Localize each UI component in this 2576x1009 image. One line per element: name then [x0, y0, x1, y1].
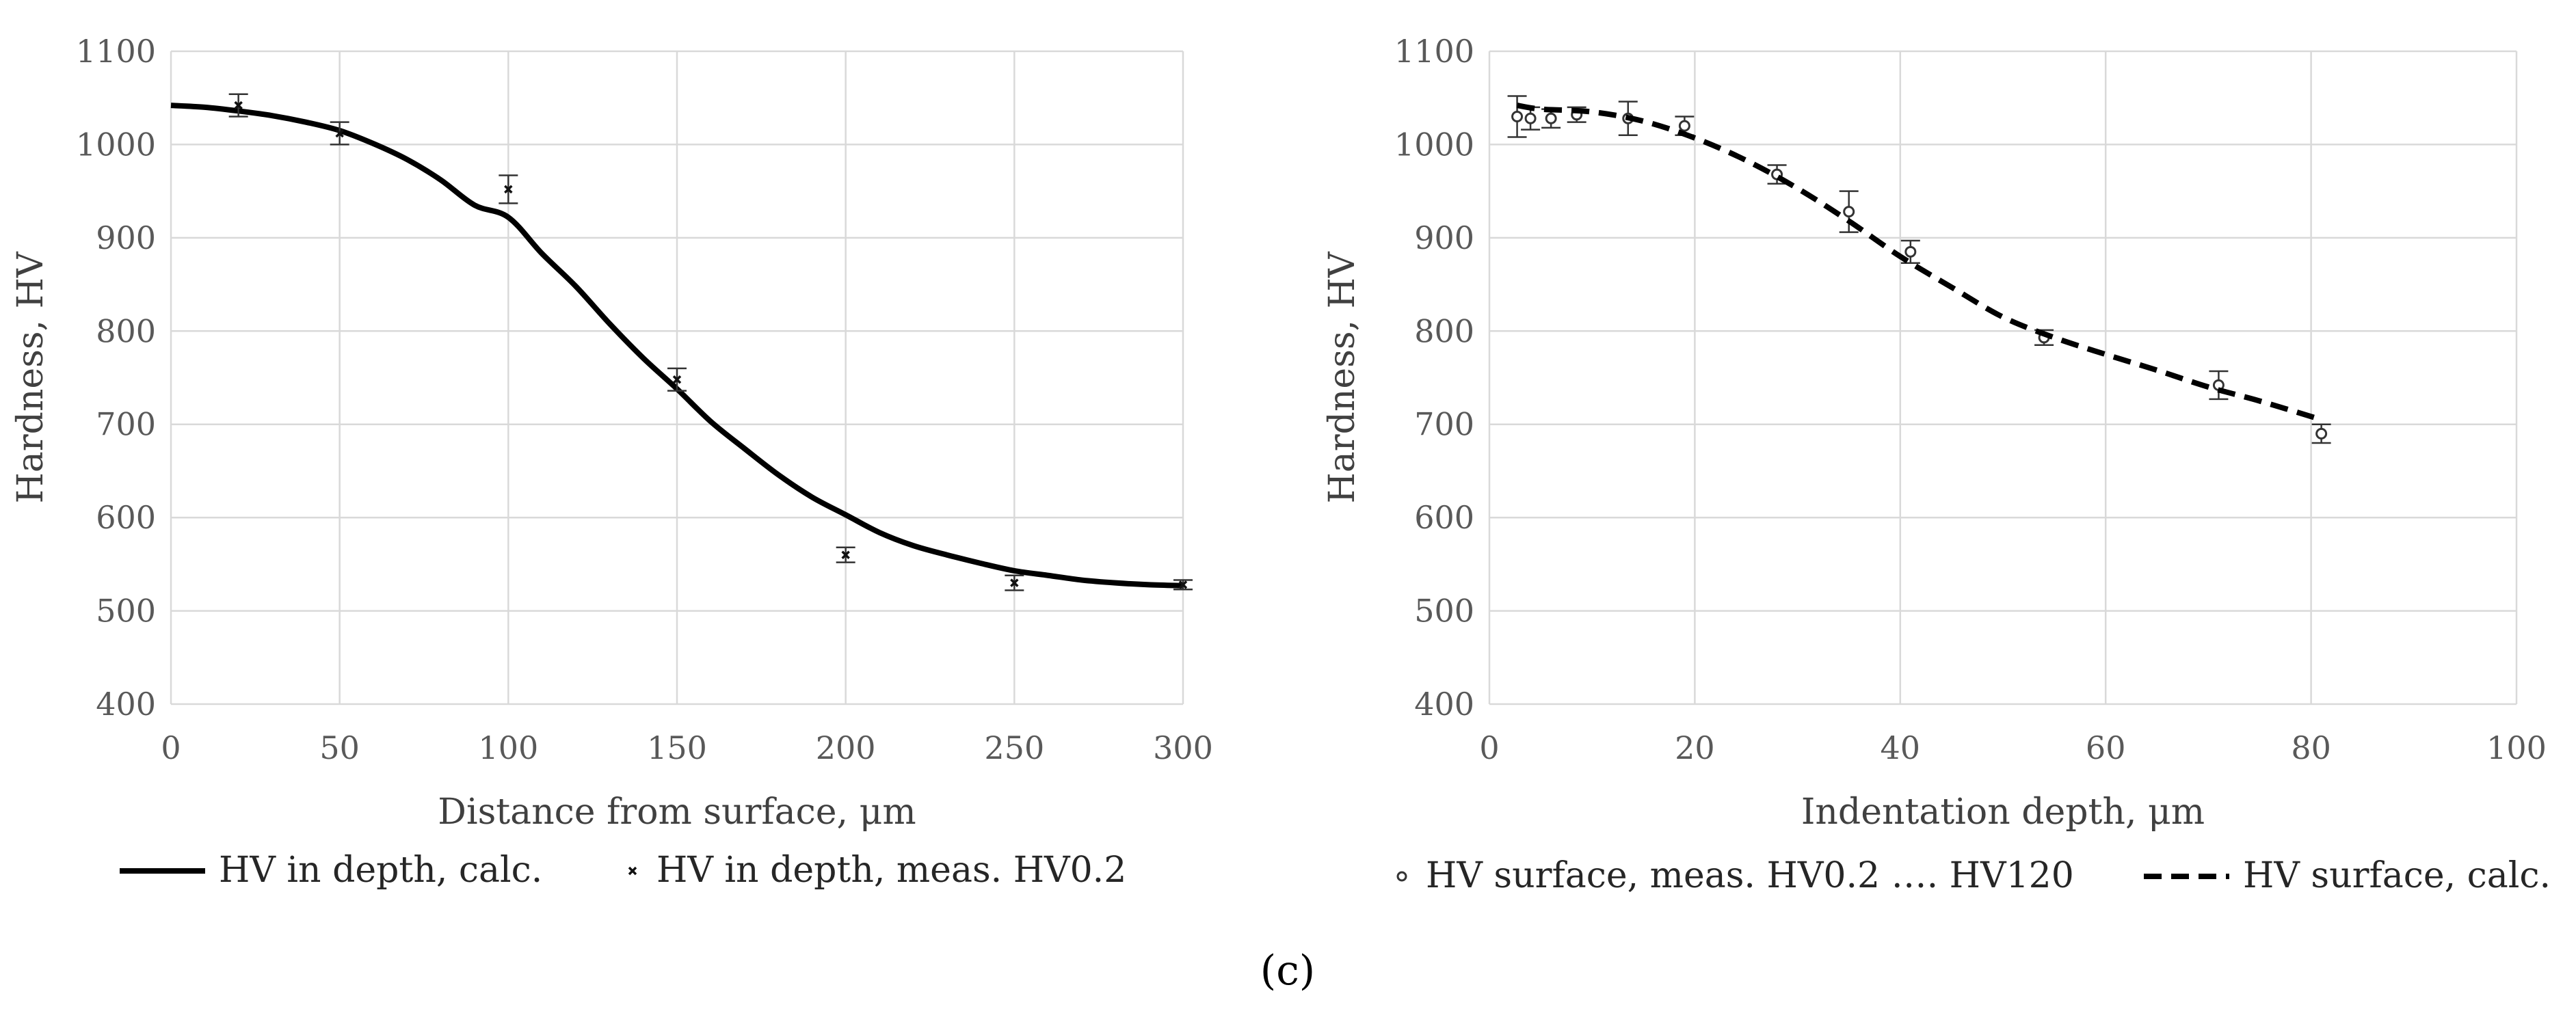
- series-line: [1516, 103, 2322, 422]
- y-tick-label: 400: [1414, 686, 1474, 723]
- y-tick-label: 500: [1414, 593, 1474, 630]
- legend-label: HV surface, calc.: [2243, 855, 2551, 896]
- legend-label: HV in depth, meas. HV0.2: [656, 850, 1126, 891]
- x-tick-label: 50: [319, 729, 360, 766]
- y-axis-label: Hardness, HV: [10, 251, 51, 504]
- legend-marker-swatch: [1396, 871, 1407, 882]
- legend-label: HV surface, meas. HV0.2 …. HV120: [1426, 855, 2074, 896]
- y-axis-label: Hardness, HV: [1322, 251, 1363, 504]
- data-point: [1524, 112, 1537, 124]
- y-tick-label: 400: [96, 686, 156, 723]
- data-point: [504, 185, 513, 194]
- x-tick-label: 100: [2486, 729, 2547, 766]
- x-tick-label: 40: [1881, 729, 1921, 766]
- x-tick-label: 60: [2086, 729, 2126, 766]
- data-point: [2315, 427, 2328, 440]
- data-point: [234, 100, 243, 110]
- x-tick-label: 300: [1153, 729, 1213, 766]
- y-tick-label: 700: [96, 406, 156, 443]
- data-point: [335, 129, 344, 138]
- data-point: [1678, 120, 1690, 132]
- data-point: [1545, 112, 1557, 124]
- data-point: [672, 375, 682, 384]
- y-tick-label: 1100: [1394, 33, 1474, 70]
- x-tick-label: 250: [984, 729, 1044, 766]
- x-tick-label: 80: [2291, 729, 2331, 766]
- legend-label: HV in depth, calc.: [219, 850, 542, 891]
- x-axis-label: Indentation depth, μm: [1801, 792, 2205, 833]
- data-point: [841, 550, 850, 559]
- x-axis-label: Distance from surface, μm: [438, 792, 916, 833]
- data-point: [1904, 245, 1917, 258]
- data-point: [1843, 206, 1855, 218]
- x-tick-label: 100: [478, 729, 538, 766]
- x-tick-label: 150: [647, 729, 707, 766]
- legend-marker-swatch: [628, 866, 637, 876]
- x-tick-label: 20: [1675, 729, 1715, 766]
- left-chart: 400 500 600 700 800 900 1000 1100 0 50 100 150 200 25…: [10, 33, 1213, 891]
- y-tick-label: 900: [96, 219, 156, 256]
- y-tick-label: 600: [96, 499, 156, 536]
- right-chart: 400 500 600 700 800 900 1000 1100 0 20 40 60 80 100 In…: [1322, 33, 2551, 896]
- y-tick-label: 700: [1414, 406, 1474, 443]
- y-tick-label: 1000: [76, 126, 156, 163]
- y-tick-label: 800: [1414, 312, 1474, 349]
- y-tick-label: 900: [1414, 219, 1474, 256]
- x-tick-label: 200: [816, 729, 876, 766]
- data-point: [1010, 578, 1019, 587]
- data-point: [1511, 111, 1524, 122]
- x-tick-label: 0: [1479, 729, 1499, 766]
- y-tick-label: 800: [96, 312, 156, 349]
- y-tick-label: 600: [1414, 499, 1474, 536]
- data-point: [1178, 580, 1188, 589]
- x-tick-label: 0: [161, 729, 181, 766]
- y-tick-label: 1100: [76, 33, 156, 70]
- y-tick-label: 500: [96, 593, 156, 630]
- panel-label: (c): [1260, 947, 1315, 995]
- y-tick-label: 1000: [1394, 126, 1474, 163]
